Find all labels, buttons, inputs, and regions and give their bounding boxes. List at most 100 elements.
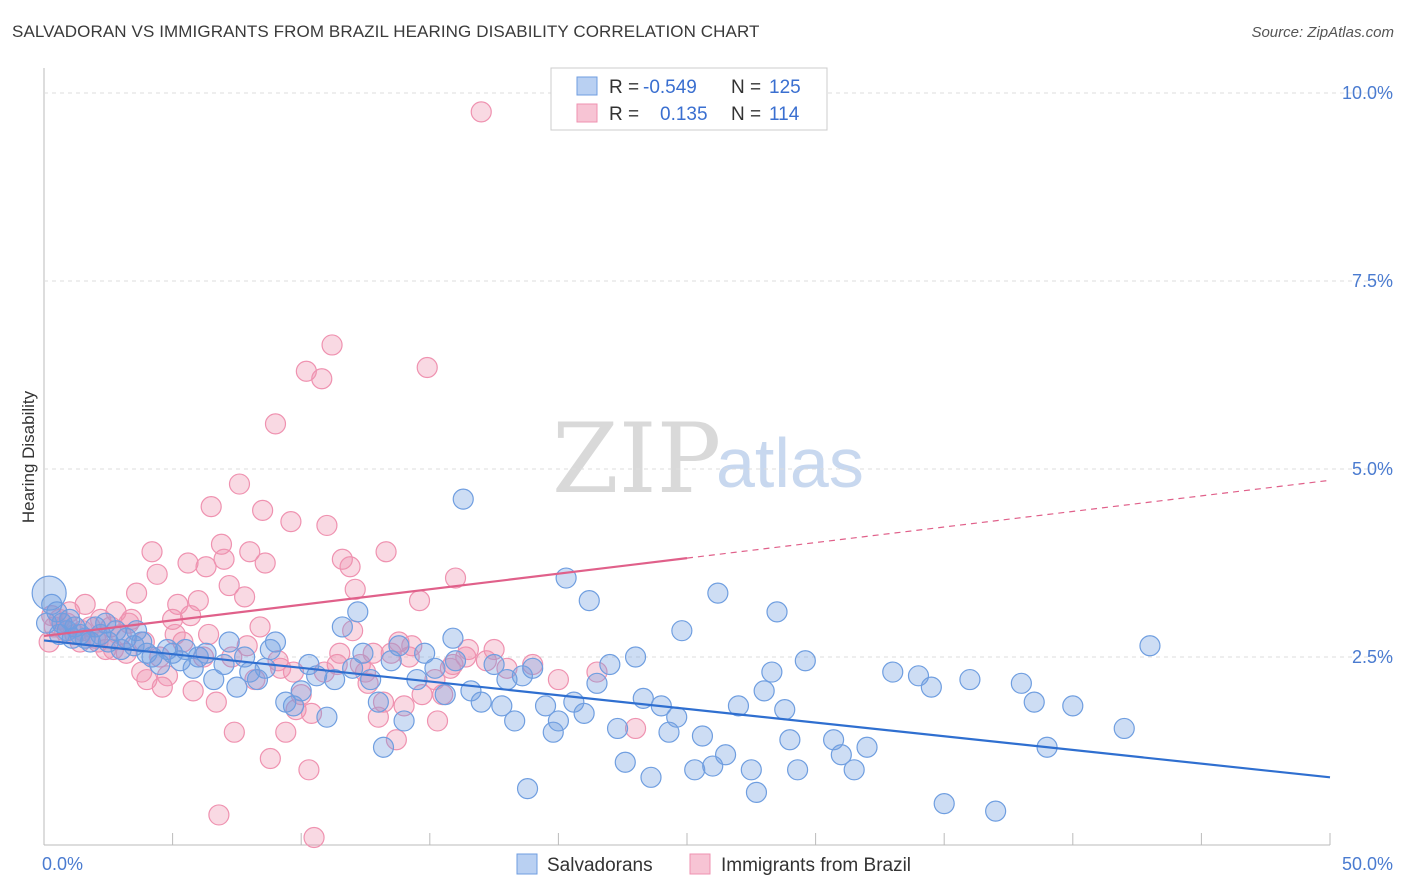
brazil-point-39 xyxy=(234,586,256,608)
legend-r-label-2: R = xyxy=(609,104,639,125)
brazil-point-83 xyxy=(624,717,647,740)
salv-point-72 xyxy=(542,721,564,743)
brazil-point-107 xyxy=(385,729,407,751)
salv-point-78 xyxy=(586,672,608,694)
salv-point-100 xyxy=(774,699,796,721)
salv-point-119 xyxy=(1139,635,1161,657)
brazil-point-54 xyxy=(311,368,333,390)
brazil-point-42 xyxy=(249,616,271,638)
brazil-point-45 xyxy=(264,413,287,435)
gridlines xyxy=(44,92,1392,658)
salv-point-69 xyxy=(516,778,539,800)
salv-point-117 xyxy=(1062,695,1084,717)
salv-point-87 xyxy=(666,706,688,728)
salvadorans-trend-line xyxy=(43,639,1331,779)
brazil-point-48 xyxy=(280,511,302,533)
salv-point-112 xyxy=(959,668,981,691)
salv-point-29 xyxy=(213,653,235,676)
legend-r-label-1: R = xyxy=(609,77,639,98)
salv-point-49 xyxy=(360,668,382,691)
brazil-point-43 xyxy=(254,552,276,574)
brazil-point-32 xyxy=(200,496,222,518)
legend-swatch-pink xyxy=(576,103,598,123)
brazil-point-58 xyxy=(331,548,353,570)
brazil-point-28 xyxy=(182,680,204,702)
brazil-point-22 xyxy=(151,676,173,698)
salv-point-27 xyxy=(195,642,217,664)
salv-point-71 xyxy=(534,695,557,717)
salv-point-35 xyxy=(254,657,276,679)
salv-point-63 xyxy=(470,691,492,713)
y-tick-label-1: 5.0% xyxy=(1352,459,1393,479)
bottom-legend-salvadorans: Salvadorans xyxy=(547,855,653,876)
salv-point-57 xyxy=(424,657,446,679)
legend-n-label-1: N = xyxy=(731,77,761,98)
trend-lines xyxy=(43,479,1331,779)
brazil-point-17 xyxy=(125,582,148,604)
brazil-point-71 xyxy=(416,356,438,379)
salv-point-61 xyxy=(452,488,474,510)
salv-point-50 xyxy=(367,691,389,713)
watermark-zip: ZIP xyxy=(552,403,721,515)
salv-point-79 xyxy=(599,653,621,676)
brazil-point-77 xyxy=(470,101,492,123)
salv-point-40 xyxy=(290,680,312,702)
salv-point-44 xyxy=(324,668,346,691)
brazil-point-37 xyxy=(223,721,245,743)
brazil-point-110 xyxy=(426,710,449,732)
salv-point-89 xyxy=(684,759,706,781)
brazil-point-47 xyxy=(275,721,297,743)
brazil-point-35 xyxy=(213,548,235,570)
brazil-point-78 xyxy=(483,638,505,661)
salv-point-105 xyxy=(830,744,852,766)
salv-point-70 xyxy=(522,657,544,679)
source-label: Source: ZipAtlas.com xyxy=(1251,24,1394,41)
salv-point-118 xyxy=(1113,717,1135,740)
salv-point-90 xyxy=(691,725,714,747)
salv-point-111 xyxy=(933,793,955,815)
brazil-point-82 xyxy=(586,661,608,683)
salv-point-65 xyxy=(491,695,513,717)
brazil-point-21 xyxy=(146,563,168,585)
brazil-point-94 xyxy=(195,556,217,578)
brazil-point-53 xyxy=(303,826,325,849)
y-axis-label: Hearing Disability xyxy=(19,390,38,523)
brazil-point-33 xyxy=(205,691,227,713)
salv-point-77 xyxy=(578,590,600,612)
brazil-point-51 xyxy=(295,360,317,382)
salv-point-115 xyxy=(1023,691,1045,713)
bottom-legend-swatch-blue xyxy=(516,853,538,875)
salv-point-99 xyxy=(766,601,788,623)
salv-point-34 xyxy=(246,668,269,691)
salv-point-108 xyxy=(882,661,904,683)
salv-point-30 xyxy=(218,631,240,653)
salv-point-92 xyxy=(707,582,729,604)
brazil-point-106 xyxy=(372,691,395,713)
bottom-legend-swatch-pink xyxy=(689,853,711,875)
y-tick-labels: 2.5% 5.0% 7.5% 10.0% xyxy=(1342,83,1393,667)
brazil-point-20 xyxy=(141,541,163,563)
salv-point-76 xyxy=(573,702,595,725)
salv-point-51 xyxy=(372,736,395,758)
x-ticks xyxy=(43,833,1331,845)
salv-point-25 xyxy=(182,657,204,679)
brazil-trend-line xyxy=(43,557,688,638)
salv-point-28 xyxy=(203,668,225,691)
brazil-point-68 xyxy=(393,695,415,717)
brazil-point-56 xyxy=(321,334,343,356)
salv-point-67 xyxy=(504,710,526,732)
salv-point-43 xyxy=(316,706,338,728)
salv-point-81 xyxy=(614,751,636,773)
salv-point-95 xyxy=(740,759,762,781)
salv-point-113 xyxy=(985,800,1007,822)
salv-point-94 xyxy=(727,695,750,717)
brazil-point-59 xyxy=(339,556,361,578)
brazil-point-44 xyxy=(259,747,281,770)
bottom-legend-brazil: Immigrants from Brazil xyxy=(721,855,911,876)
brazil-point-38 xyxy=(228,473,251,495)
salv-point-58 xyxy=(434,684,456,706)
brazil-point-81 xyxy=(547,668,570,691)
brazil-point-103 xyxy=(329,642,351,664)
brazil-point-36 xyxy=(218,574,240,597)
